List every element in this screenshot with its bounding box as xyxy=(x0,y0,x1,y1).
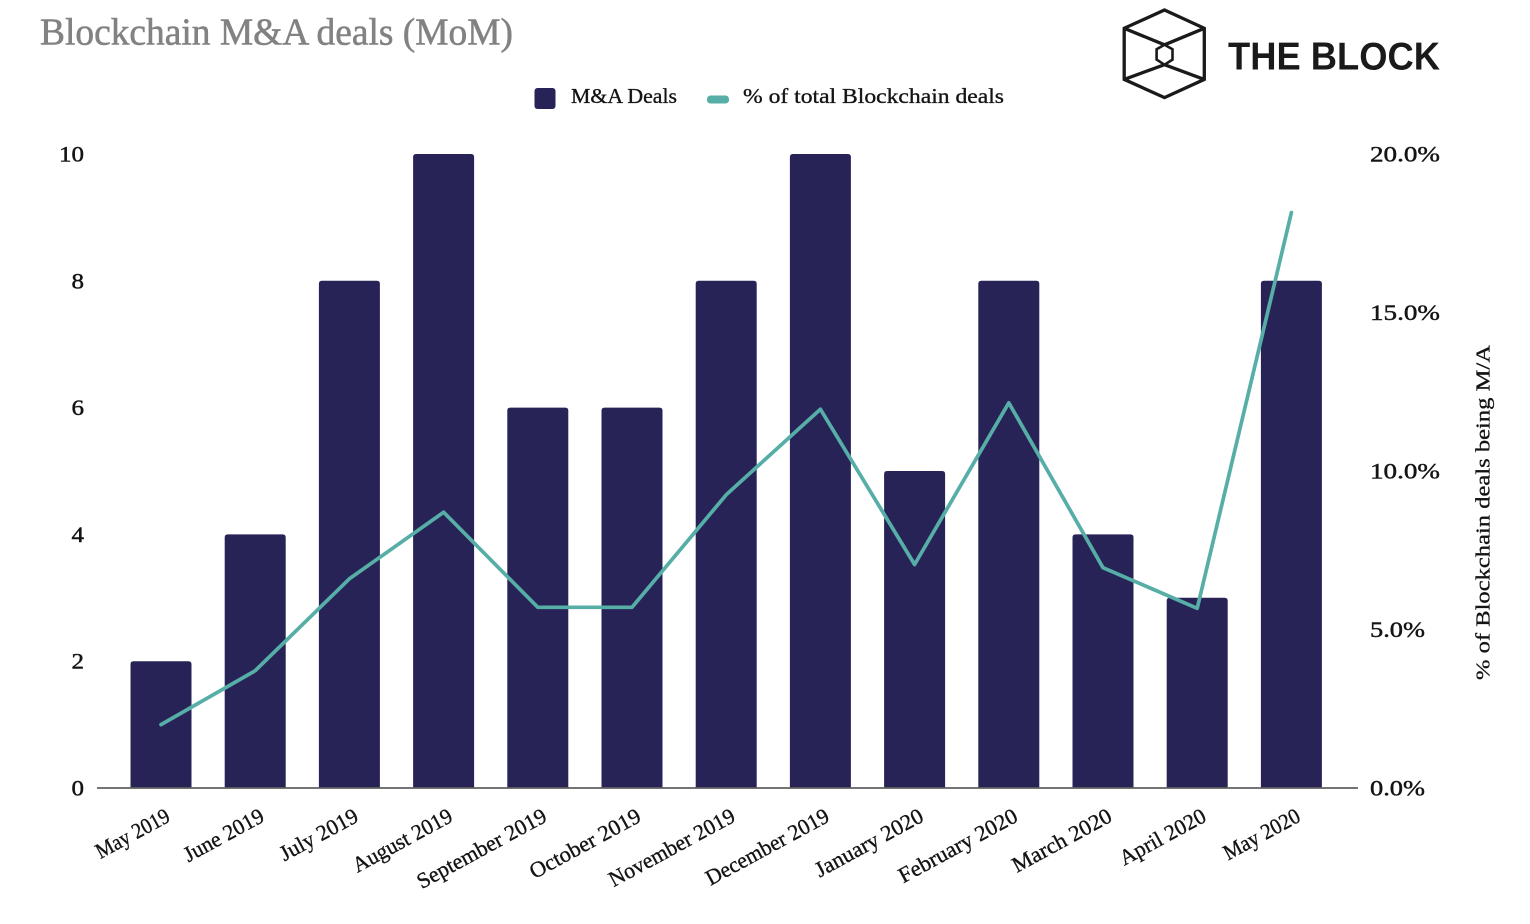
svg-text:4: 4 xyxy=(72,522,85,547)
svg-text:0.0%: 0.0% xyxy=(1370,776,1425,801)
svg-text:10.0%: 10.0% xyxy=(1370,459,1440,484)
svg-text:M&A Deals: M&A Deals xyxy=(571,84,677,108)
svg-text:0: 0 xyxy=(72,776,85,801)
svg-text:6: 6 xyxy=(72,395,85,420)
svg-text:THE BLOCK: THE BLOCK xyxy=(1228,36,1440,79)
svg-text:% of Blockchain deals being M/: % of Blockchain deals being M/A xyxy=(1473,345,1495,680)
svg-text:8: 8 xyxy=(72,268,85,293)
svg-text:Blockchain M&A deals (MoM): Blockchain M&A deals (MoM) xyxy=(40,12,513,54)
svg-text:5.0%: 5.0% xyxy=(1370,617,1425,642)
svg-text:15.0%: 15.0% xyxy=(1370,300,1440,325)
svg-text:% of total Blockchain deals: % of total Blockchain deals xyxy=(743,84,1004,108)
svg-text:10: 10 xyxy=(59,142,84,167)
svg-text:20.0%: 20.0% xyxy=(1370,142,1440,167)
svg-text:2: 2 xyxy=(72,649,85,674)
